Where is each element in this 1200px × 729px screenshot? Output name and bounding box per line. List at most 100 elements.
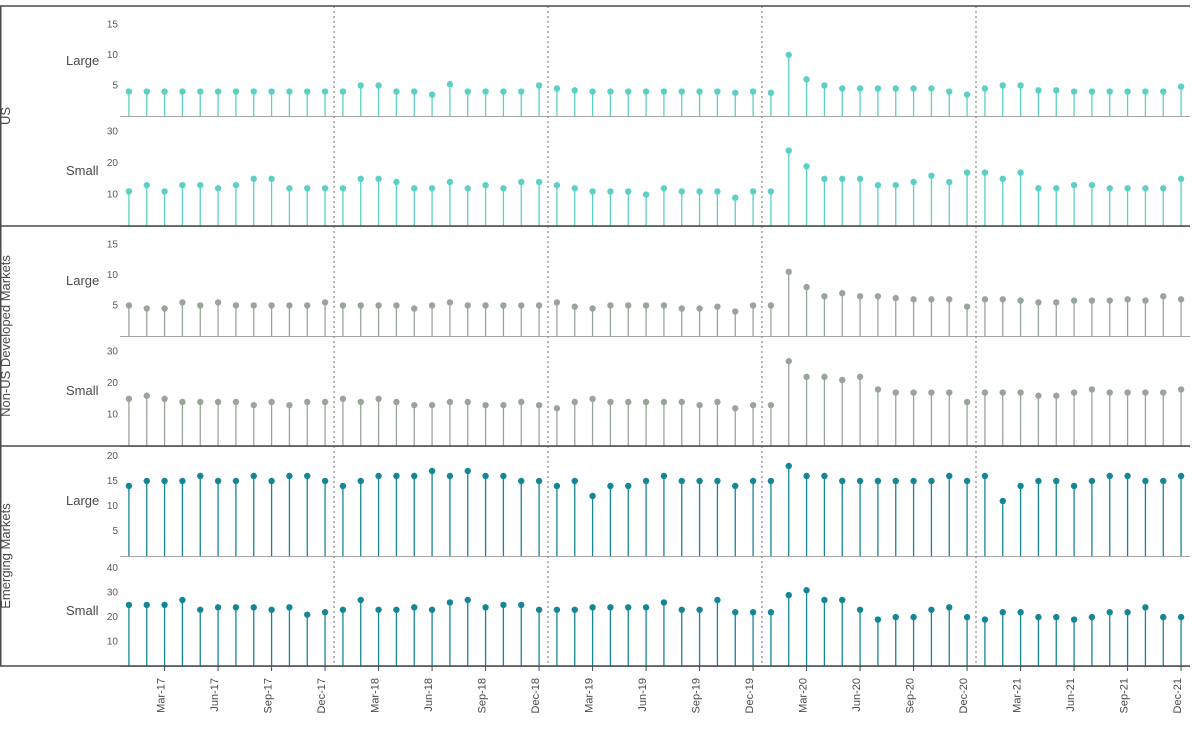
marker — [625, 399, 631, 405]
marker — [893, 85, 899, 91]
marker — [447, 473, 453, 479]
ytick-label: 10 — [107, 410, 119, 421]
marker — [821, 176, 827, 182]
marker — [589, 604, 595, 610]
marker — [1017, 389, 1023, 395]
marker — [803, 374, 809, 380]
marker — [732, 195, 738, 201]
marker — [215, 478, 221, 484]
marker — [304, 88, 310, 94]
marker — [411, 88, 417, 94]
marker — [982, 85, 988, 91]
marker — [589, 188, 595, 194]
marker — [1107, 297, 1113, 303]
marker — [358, 302, 364, 308]
marker — [964, 303, 970, 309]
marker — [411, 185, 417, 191]
marker — [750, 188, 756, 194]
marker — [946, 296, 952, 302]
marker — [1124, 88, 1130, 94]
panel-sub-label: Large — [66, 493, 99, 508]
marker — [358, 597, 364, 603]
marker — [554, 299, 560, 305]
marker — [233, 604, 239, 610]
marker — [643, 478, 649, 484]
marker — [643, 302, 649, 308]
marker — [429, 302, 435, 308]
marker — [625, 88, 631, 94]
marker — [893, 478, 899, 484]
xtick-label: Sep-17 — [263, 678, 275, 713]
marker — [982, 296, 988, 302]
marker — [1142, 185, 1148, 191]
marker — [928, 296, 934, 302]
marker — [750, 478, 756, 484]
marker — [126, 602, 132, 608]
marker — [1071, 297, 1077, 303]
marker — [839, 85, 845, 91]
marker — [1017, 297, 1023, 303]
xtick-label: Jun-21 — [1065, 678, 1077, 712]
marker — [875, 293, 881, 299]
marker — [197, 473, 203, 479]
marker — [857, 176, 863, 182]
marker — [1071, 616, 1077, 622]
marker — [1142, 389, 1148, 395]
marker — [714, 188, 720, 194]
ytick-label: 5 — [112, 526, 118, 537]
marker — [429, 402, 435, 408]
marker — [643, 88, 649, 94]
marker — [500, 88, 506, 94]
marker — [1124, 473, 1130, 479]
marker — [536, 478, 542, 484]
marker — [839, 597, 845, 603]
marker — [679, 478, 685, 484]
region-label: US — [0, 107, 13, 125]
marker — [197, 399, 203, 405]
marker — [625, 188, 631, 194]
ytick-label: 5 — [112, 300, 118, 311]
marker — [358, 176, 364, 182]
marker — [500, 473, 506, 479]
marker — [875, 182, 881, 188]
marker — [215, 399, 221, 405]
marker — [251, 604, 257, 610]
marker — [696, 402, 702, 408]
marker — [982, 389, 988, 395]
marker — [1089, 297, 1095, 303]
marker — [554, 607, 560, 613]
marker — [375, 82, 381, 88]
marker — [144, 602, 150, 608]
marker — [1089, 614, 1095, 620]
series-nonus_large — [126, 269, 1185, 336]
marker — [179, 597, 185, 603]
marker — [482, 182, 488, 188]
marker — [322, 185, 328, 191]
marker — [1178, 176, 1184, 182]
ytick-label: 30 — [107, 588, 119, 599]
marker — [732, 405, 738, 411]
marker — [393, 302, 399, 308]
marker — [536, 607, 542, 613]
xtick-label: Sep-20 — [905, 678, 917, 713]
marker — [126, 302, 132, 308]
marker — [375, 607, 381, 613]
marker — [286, 402, 292, 408]
marker — [661, 302, 667, 308]
marker — [643, 191, 649, 197]
marker — [714, 303, 720, 309]
marker — [839, 478, 845, 484]
marker — [233, 88, 239, 94]
marker — [857, 607, 863, 613]
marker — [786, 52, 792, 58]
marker — [1124, 185, 1130, 191]
marker — [768, 478, 774, 484]
marker — [1107, 389, 1113, 395]
marker — [1124, 389, 1130, 395]
marker — [447, 179, 453, 185]
marker — [411, 402, 417, 408]
marker — [1000, 389, 1006, 395]
marker — [286, 302, 292, 308]
marker — [982, 616, 988, 622]
marker — [1017, 483, 1023, 489]
